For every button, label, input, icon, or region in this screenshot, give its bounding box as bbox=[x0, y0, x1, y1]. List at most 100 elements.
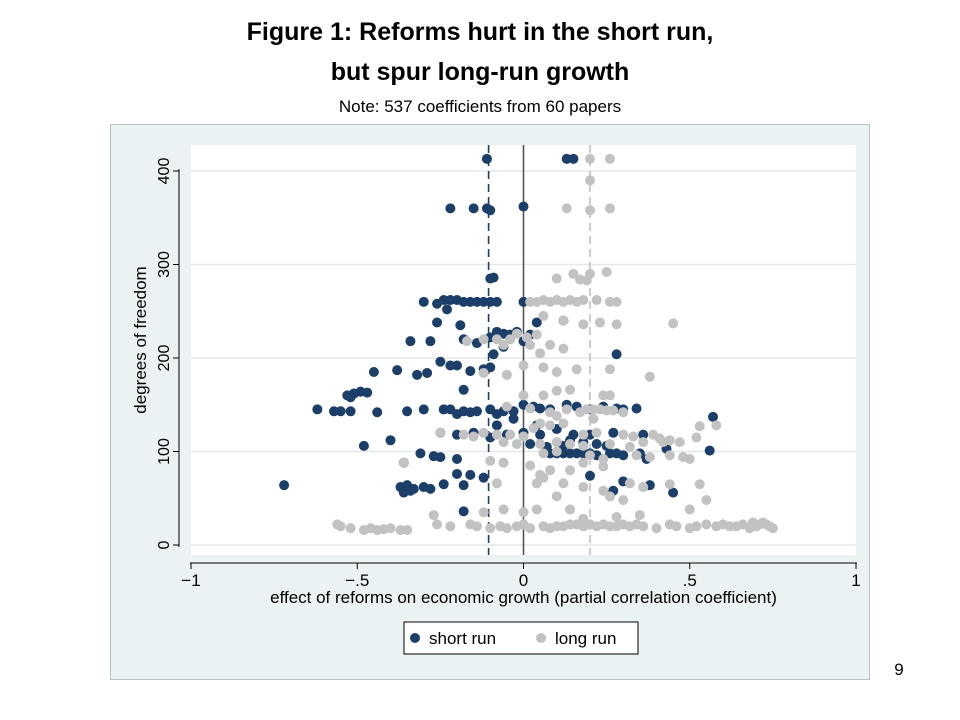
data-point bbox=[551, 273, 562, 284]
data-point bbox=[767, 523, 778, 534]
data-point bbox=[491, 334, 502, 345]
data-point bbox=[438, 479, 449, 490]
data-point bbox=[335, 406, 346, 417]
data-point bbox=[578, 513, 589, 524]
data-point bbox=[604, 153, 615, 164]
data-point bbox=[591, 427, 602, 438]
data-point bbox=[452, 468, 462, 479]
data-point bbox=[704, 445, 715, 456]
data-point bbox=[428, 510, 439, 521]
data-point bbox=[531, 504, 542, 515]
data-point bbox=[578, 295, 589, 306]
data-point bbox=[538, 472, 549, 483]
data-point bbox=[425, 336, 436, 347]
data-point bbox=[485, 205, 496, 216]
data-point bbox=[585, 450, 595, 461]
data-point bbox=[279, 480, 290, 491]
data-point bbox=[565, 465, 576, 476]
data-point bbox=[671, 521, 682, 532]
data-point bbox=[565, 439, 576, 450]
data-point bbox=[618, 429, 629, 440]
data-point bbox=[644, 371, 655, 382]
data-point bbox=[551, 410, 562, 421]
x-tick-label: 0 bbox=[519, 571, 528, 590]
data-point bbox=[485, 362, 496, 373]
data-point bbox=[601, 266, 612, 277]
data-point bbox=[525, 523, 536, 534]
data-point bbox=[551, 491, 562, 502]
data-point bbox=[588, 413, 599, 424]
x-tick-label: −1 bbox=[181, 571, 200, 590]
data-point bbox=[478, 427, 489, 438]
data-point bbox=[604, 439, 615, 450]
data-point bbox=[402, 525, 413, 536]
y-tick-label: 200 bbox=[156, 345, 173, 372]
data-point bbox=[578, 429, 589, 440]
data-point bbox=[418, 404, 429, 415]
data-point bbox=[611, 511, 622, 522]
data-point bbox=[638, 521, 649, 532]
data-point bbox=[535, 348, 546, 359]
data-point bbox=[611, 319, 622, 330]
data-point bbox=[525, 403, 536, 414]
data-point bbox=[628, 431, 639, 442]
data-point bbox=[651, 523, 662, 534]
data-point bbox=[425, 483, 436, 494]
data-point bbox=[561, 203, 572, 214]
data-point bbox=[481, 153, 492, 164]
data-point bbox=[372, 407, 383, 418]
data-point bbox=[594, 317, 605, 328]
data-point bbox=[478, 472, 489, 483]
data-point bbox=[525, 460, 536, 471]
data-point bbox=[521, 332, 532, 343]
data-point bbox=[485, 273, 496, 284]
data-point bbox=[578, 440, 589, 451]
data-point bbox=[664, 450, 675, 461]
data-point bbox=[345, 392, 356, 403]
data-point bbox=[528, 423, 539, 434]
data-point bbox=[498, 339, 509, 350]
data-point bbox=[485, 455, 496, 466]
data-point bbox=[358, 440, 369, 451]
x-tick-label: .5 bbox=[683, 571, 697, 590]
data-point bbox=[491, 429, 502, 440]
data-point bbox=[498, 437, 509, 448]
data-point bbox=[568, 268, 579, 279]
y-tick-label: 300 bbox=[156, 251, 173, 278]
data-point bbox=[478, 334, 489, 345]
data-point bbox=[638, 429, 649, 440]
data-point bbox=[691, 432, 702, 443]
legend-label: short run bbox=[429, 629, 496, 648]
data-point bbox=[422, 367, 433, 378]
data-point bbox=[634, 510, 645, 521]
data-point bbox=[501, 369, 512, 380]
data-point bbox=[402, 406, 413, 417]
data-point bbox=[551, 446, 562, 457]
data-point bbox=[551, 385, 562, 396]
data-point bbox=[468, 203, 479, 214]
data-point bbox=[485, 523, 496, 534]
legend-box bbox=[403, 621, 639, 655]
data-point bbox=[538, 310, 549, 321]
data-point bbox=[511, 328, 522, 339]
data-point bbox=[624, 478, 635, 489]
data-point bbox=[335, 521, 346, 532]
series-long-run bbox=[332, 153, 778, 536]
data-point bbox=[585, 470, 595, 481]
y-tick-label: 400 bbox=[156, 158, 173, 185]
data-point bbox=[385, 435, 396, 446]
data-point bbox=[684, 504, 695, 515]
data-point bbox=[498, 504, 509, 515]
data-point bbox=[491, 296, 502, 307]
chart-title: Figure 1: Reforms hurt in the short run, bbox=[246, 18, 714, 46]
data-point bbox=[538, 390, 549, 401]
data-point bbox=[505, 334, 516, 345]
data-point bbox=[604, 390, 615, 401]
data-point bbox=[674, 437, 685, 448]
data-point bbox=[471, 521, 482, 532]
data-point bbox=[558, 418, 569, 429]
legend-item: short run bbox=[410, 629, 496, 648]
data-point bbox=[392, 365, 403, 376]
data-point bbox=[571, 364, 582, 375]
data-point bbox=[631, 450, 642, 461]
